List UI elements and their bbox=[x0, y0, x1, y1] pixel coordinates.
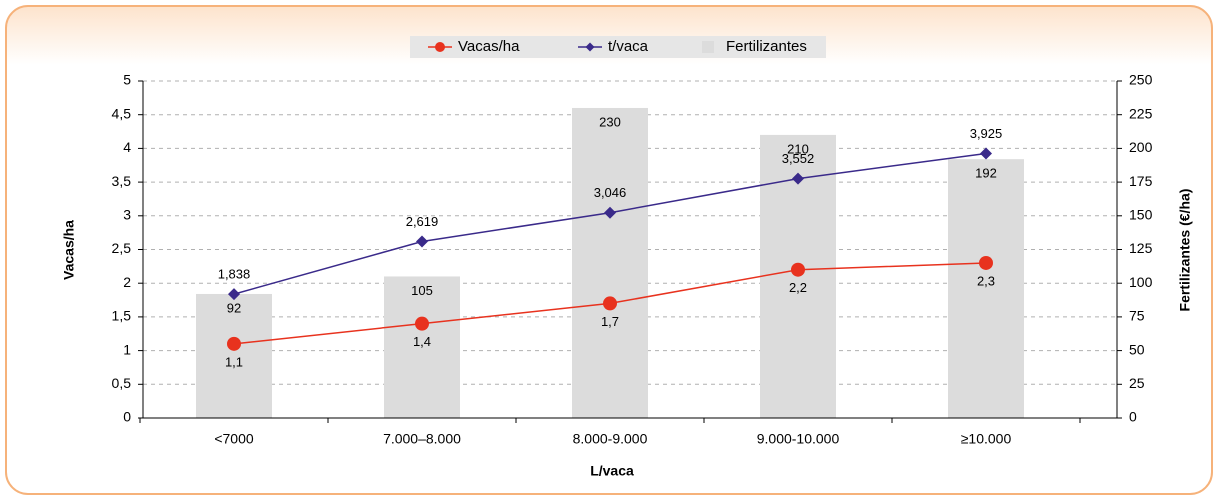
point bbox=[979, 255, 993, 270]
point bbox=[227, 336, 241, 351]
y-axis-title: Vacas/ha bbox=[61, 220, 77, 280]
y2-tick-label: 175 bbox=[1129, 173, 1153, 189]
bar bbox=[384, 276, 460, 418]
x-axis-title: L/vaca bbox=[590, 463, 634, 479]
y2-tick-label: 75 bbox=[1129, 308, 1145, 324]
y2-tick-label: 100 bbox=[1129, 274, 1153, 290]
legend-label: Vacas/ha bbox=[458, 38, 520, 55]
y2-tick-label: 0 bbox=[1129, 409, 1137, 425]
y2-tick-label: 200 bbox=[1129, 139, 1153, 155]
bar bbox=[196, 293, 272, 418]
x-tick-label: ≥10.000 bbox=[961, 431, 1012, 447]
point bbox=[415, 316, 429, 331]
y2-tick-label: 150 bbox=[1129, 207, 1153, 223]
y-tick-label: 3,5 bbox=[112, 173, 132, 189]
legend-label: Fertilizantes bbox=[726, 38, 807, 55]
data-label: 1,7 bbox=[601, 314, 619, 329]
bar-label: 210 bbox=[787, 141, 809, 156]
data-label: 3,925 bbox=[970, 126, 1003, 141]
data-label: 3,046 bbox=[594, 185, 627, 200]
data-label: 2,3 bbox=[977, 273, 995, 288]
legend-marker bbox=[585, 42, 595, 52]
point bbox=[980, 147, 992, 160]
point bbox=[416, 235, 428, 248]
point bbox=[791, 262, 805, 277]
y-tick-label: 0,5 bbox=[112, 375, 132, 391]
data-label: 3,552 bbox=[782, 151, 815, 166]
x-tick-label: 8.000-9.000 bbox=[573, 431, 648, 447]
data-label: 1,838 bbox=[218, 267, 251, 282]
y-tick-label: 5 bbox=[123, 72, 131, 88]
x-tick-label: 7.000–8.000 bbox=[383, 431, 461, 447]
y2-axis-title: Fertilizantes (€/ha) bbox=[1177, 189, 1193, 312]
y-tick-label: 3 bbox=[123, 207, 131, 223]
bar-label: 192 bbox=[975, 166, 997, 181]
y2-tick-label: 250 bbox=[1129, 72, 1153, 88]
bar bbox=[572, 107, 648, 419]
point bbox=[228, 288, 240, 301]
bar-label: 105 bbox=[411, 283, 433, 298]
y2-tick-label: 225 bbox=[1129, 105, 1153, 121]
legend-marker bbox=[435, 42, 445, 52]
data-label: 2,2 bbox=[789, 280, 807, 295]
x-tick-label: 9.000-10.000 bbox=[757, 431, 840, 447]
point bbox=[603, 296, 617, 311]
y-tick-label: 4,5 bbox=[112, 105, 132, 121]
legend-box bbox=[410, 36, 826, 58]
legend-swatch bbox=[702, 41, 714, 53]
y-tick-label: 2,5 bbox=[112, 240, 132, 256]
bar bbox=[948, 159, 1024, 418]
data-label: 1,1 bbox=[225, 354, 243, 369]
y2-tick-label: 25 bbox=[1129, 375, 1145, 391]
y-tick-label: 2 bbox=[123, 274, 131, 290]
bar-label: 230 bbox=[599, 114, 621, 129]
x-tick-label: <7000 bbox=[214, 431, 254, 447]
y-tick-label: 4 bbox=[123, 139, 131, 155]
data-label: 2,619 bbox=[406, 214, 439, 229]
point bbox=[604, 206, 616, 219]
y-tick-label: 1 bbox=[123, 341, 131, 357]
point bbox=[792, 172, 804, 185]
y2-tick-label: 125 bbox=[1129, 240, 1153, 256]
y2-tick-label: 50 bbox=[1129, 341, 1145, 357]
y-tick-label: 0 bbox=[123, 409, 131, 425]
data-label: 1,4 bbox=[413, 334, 431, 349]
legend-label: t/vaca bbox=[608, 38, 649, 55]
y-tick-label: 1,5 bbox=[112, 308, 132, 324]
bar-label: 92 bbox=[227, 300, 241, 315]
